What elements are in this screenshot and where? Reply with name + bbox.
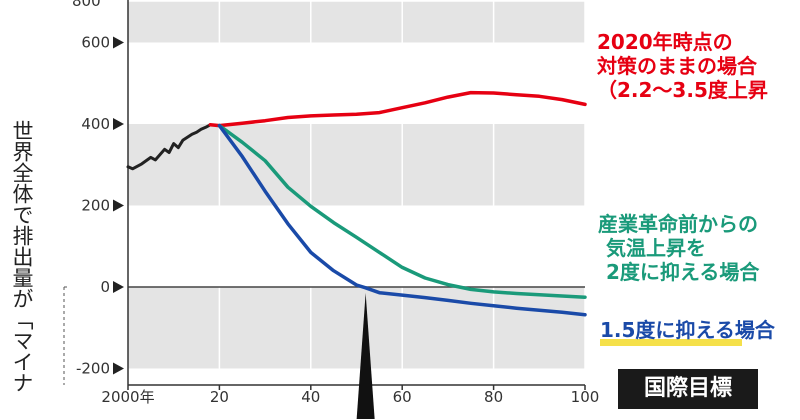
annotation-1-5-degree-highlight: [600, 339, 742, 346]
y-tick-marker-200: [113, 199, 124, 212]
negative-region-bracket: [63, 286, 70, 385]
y-tick-marker-600: [113, 36, 124, 49]
annotation-2-degree-line-3: 2度に抑える場合: [606, 260, 760, 284]
y-tick-label--200: -200: [76, 360, 110, 378]
annotation-2-degree: 産業革命前からの 気温上昇を 2度に抑える場合: [598, 212, 759, 284]
x-tick-label-100: 100: [571, 388, 600, 406]
series-line-3: [217, 123, 587, 317]
x-tick-label-80: 80: [484, 388, 503, 406]
annotation-1-5-degree: 1.5度に抑える場合: [600, 318, 775, 342]
y-tick-marker-0: [113, 281, 124, 293]
y-tick-marker--200: [113, 362, 124, 375]
annotation-2-degree-line-1: 産業革命前からの: [598, 212, 758, 236]
gray-band-0: [128, 124, 585, 206]
y-tick-label-top: 800: [72, 0, 101, 10]
annotation-current-policy-line-3: （2.2～3.5度上昇: [597, 78, 768, 102]
international-target-badge: 国際目標: [618, 369, 758, 409]
x-tick-label-60: 60: [393, 388, 412, 406]
gray-band-2: [128, 287, 585, 369]
y-tick-label-200: 200: [81, 197, 110, 215]
x-tick-label-20: 20: [210, 388, 229, 406]
y-tick-label-600: 600: [81, 34, 110, 52]
annotation-current-policy-line-2: 対策のままの場合: [597, 54, 757, 78]
y-tick-label-400: 400: [81, 115, 110, 133]
annotation-current-policy: 2020年時点の 対策のままの場合 （2.2～3.5度上昇: [597, 30, 768, 102]
series-line-0: [126, 123, 212, 171]
y-tick-marker-400: [113, 118, 124, 130]
series-line-2: [217, 123, 587, 299]
net-zero-pointer: [356, 293, 375, 419]
annotation-current-policy-line-1: 2020年時点の: [597, 30, 733, 54]
gray-band-1: [128, 1, 585, 43]
x-tick-label-2000年: 2000年: [101, 388, 154, 406]
y-axis-label: 世界全体で排出量が「マイナ: [10, 120, 34, 393]
series-line-1: [208, 90, 587, 128]
y-tick-label-0: 0: [100, 278, 110, 296]
annotation-2-degree-line-2: 気温上昇を: [606, 236, 706, 260]
x-tick-label-40: 40: [301, 388, 320, 406]
